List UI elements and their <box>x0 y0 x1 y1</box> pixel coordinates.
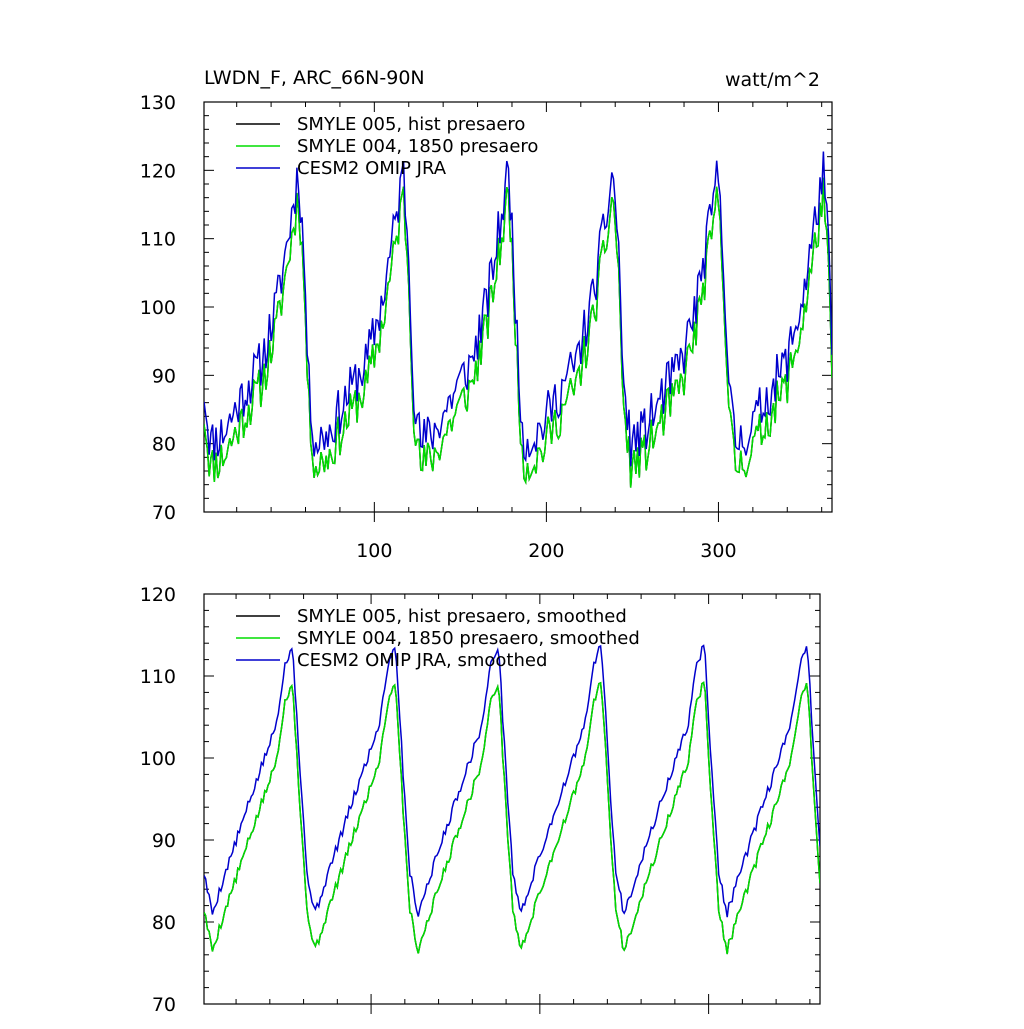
plot-frame <box>203 593 821 1005</box>
y-tick-label: 110 <box>140 666 176 688</box>
legend-label: SMYLE 004, 1850 presaero <box>297 136 538 157</box>
y-tick-label: 120 <box>140 584 176 606</box>
bottom-panel: 70 80 90 100 110 120 SMYLE 005, hist presaero,… <box>140 584 821 1016</box>
y-tick-label: 80 <box>152 912 176 934</box>
top-panel: 70 80 90 100 110 120 130 100 200 300 SMYLE 005, hi… <box>140 92 833 562</box>
series-line-1 <box>204 681 820 955</box>
y-tick-label: 70 <box>152 502 176 524</box>
legend-label: SMYLE 004, 1850 presaero, smoothed <box>297 628 640 649</box>
legend-label: CESM2 OMIP JRA, smoothed <box>297 650 547 671</box>
y-tick-label: 90 <box>152 365 176 387</box>
y-tick-label: 120 <box>140 160 176 182</box>
x-tick-label: 200 <box>528 540 564 562</box>
y-tick-label: 90 <box>152 830 176 852</box>
x-tick-label: 300 <box>700 540 736 562</box>
x-tick-label: 100 <box>356 540 392 562</box>
legend-label: CESM2 OMIP JRA <box>297 158 447 179</box>
series-line-2 <box>204 644 820 918</box>
chart-title: LWDN_F, ARC_66N-90N <box>204 67 425 89</box>
y-tick-label: 70 <box>152 994 176 1016</box>
y-tick-label: 100 <box>140 297 176 319</box>
y-tick-label: 130 <box>140 92 176 114</box>
y-tick-label: 110 <box>140 229 176 251</box>
series-line-2 <box>204 151 832 467</box>
y-tick-label: 80 <box>152 434 176 456</box>
y-tick-label: 100 <box>140 748 176 770</box>
legend-label: SMYLE 005, hist presaero <box>297 114 525 135</box>
units-label: watt/m^2 <box>725 69 820 91</box>
legend-label: SMYLE 005, hist presaero, smoothed <box>297 606 627 627</box>
